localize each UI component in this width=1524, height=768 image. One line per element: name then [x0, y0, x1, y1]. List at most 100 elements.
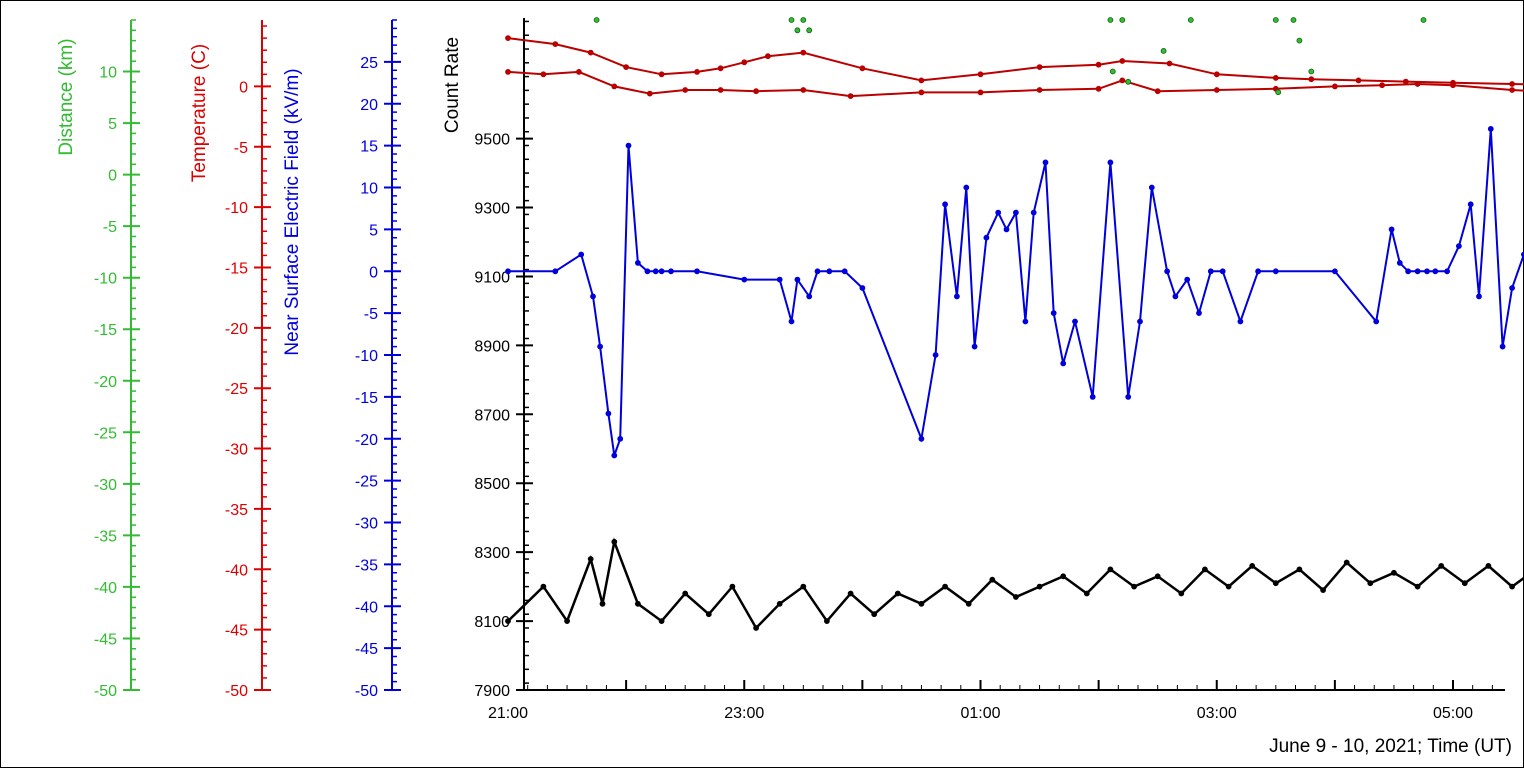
efield-axis-title: Near Surface Electric Field (kV/m) — [282, 68, 303, 355]
temperature-point — [576, 69, 582, 75]
temperature-point — [1308, 76, 1315, 83]
temperature-point — [977, 71, 984, 78]
distance-axis-title: Distance (km) — [56, 38, 77, 155]
temperature-tick-label: 0 — [239, 79, 248, 96]
distance-tick-label: -5 — [103, 219, 117, 236]
efield-tick-label: -25 — [355, 474, 378, 491]
time-tick-label: 05:00 — [1433, 705, 1473, 722]
time-tick-label: 03:00 — [1197, 705, 1237, 722]
efield-tick-label: -45 — [355, 641, 378, 658]
efield-point — [995, 209, 1002, 216]
efield-point — [1255, 268, 1261, 275]
temperature-point — [552, 41, 559, 47]
efield-point — [1396, 259, 1403, 266]
temperature-point — [1154, 88, 1161, 95]
efield-point — [590, 293, 596, 300]
temperature-point — [1272, 75, 1279, 81]
efield-point — [1125, 393, 1132, 400]
temperature-tick-label: -5 — [234, 140, 248, 157]
temperature-point — [918, 77, 925, 84]
count-point — [753, 625, 759, 631]
efield-point — [1164, 268, 1170, 275]
efield-point — [1424, 268, 1430, 275]
distance-tick-label: -20 — [94, 374, 117, 391]
efield-point — [1072, 318, 1078, 325]
count-point — [682, 590, 689, 597]
temperature-tick-label: -50 — [225, 683, 248, 700]
count-point — [1485, 563, 1492, 569]
efield-point — [658, 268, 665, 275]
efield-point — [814, 268, 821, 275]
temperature-point — [611, 83, 618, 90]
distance-point — [1275, 89, 1282, 96]
efield-tick-label: -20 — [355, 432, 378, 449]
temperature-point — [623, 64, 629, 70]
efield-point — [1107, 159, 1114, 166]
efield-point — [635, 259, 641, 266]
count-point — [1343, 559, 1350, 566]
count-point — [776, 600, 783, 607]
distance-tick-label: 10 — [99, 65, 117, 82]
temperature-point — [847, 93, 854, 99]
time-tick-label: 01:00 — [960, 705, 1000, 722]
efield-point — [932, 352, 939, 358]
efield-point — [578, 251, 585, 258]
distance-tick-label: 0 — [108, 168, 117, 185]
count-tick-label: 8700 — [474, 407, 510, 424]
efield-point — [605, 410, 612, 417]
efield-point — [983, 234, 990, 241]
temperature-point — [1036, 64, 1043, 70]
temperature-tick-label: -40 — [225, 562, 248, 579]
distance-point — [1290, 17, 1297, 23]
temperature-tick-label: -10 — [225, 200, 248, 217]
distance-point — [1272, 17, 1279, 23]
temperature-point — [859, 65, 866, 72]
efield-point — [1467, 201, 1474, 208]
temperature-axis-title: Temperature (C) — [189, 44, 210, 182]
efield-point — [806, 293, 813, 300]
efield-tick-label: -5 — [364, 306, 378, 323]
efield-point — [918, 435, 925, 442]
time-tick-label: 23:00 — [724, 705, 764, 722]
count-point — [1107, 566, 1114, 573]
efield-tick-label: 5 — [369, 222, 378, 239]
temperature-point — [1119, 58, 1126, 64]
temperature-point — [1379, 82, 1385, 89]
distance-point — [1160, 48, 1167, 54]
efield-point — [1456, 243, 1462, 250]
efield-point — [1499, 343, 1506, 350]
efield-point — [1137, 318, 1143, 325]
temperature-tick-label: -30 — [225, 442, 248, 459]
count-point — [1083, 590, 1090, 597]
efield-tick-label: 0 — [369, 264, 378, 281]
count-point — [1225, 583, 1232, 590]
temperature-tick-label: -35 — [225, 502, 248, 519]
count-point — [1296, 566, 1303, 573]
distance-tick-label: -30 — [94, 477, 117, 494]
efield-point — [611, 452, 618, 459]
efield-point — [741, 276, 748, 283]
temperature-point — [800, 49, 807, 56]
count-point — [918, 600, 925, 607]
temperature-point — [1509, 87, 1515, 93]
count-tick-label: 9500 — [474, 132, 510, 149]
efield-point — [552, 268, 559, 275]
efield-point — [1089, 393, 1096, 400]
efield-tick-label: -40 — [355, 599, 378, 616]
temperature-point — [800, 87, 807, 93]
efield-tick-label: 15 — [360, 139, 378, 156]
count-point — [1154, 573, 1161, 580]
count-point — [1202, 566, 1208, 573]
temperature-point — [717, 87, 724, 93]
temperature-point — [694, 69, 700, 75]
count-tick-label: 8100 — [474, 614, 510, 631]
count-point — [1367, 580, 1374, 587]
distance-point — [806, 27, 813, 34]
temperature-point — [1355, 77, 1362, 84]
distance-point — [1119, 17, 1126, 23]
count-tick-label: 7900 — [474, 683, 510, 700]
efield-point — [1219, 268, 1226, 275]
distance-point — [1420, 17, 1427, 23]
count-point — [564, 618, 570, 624]
